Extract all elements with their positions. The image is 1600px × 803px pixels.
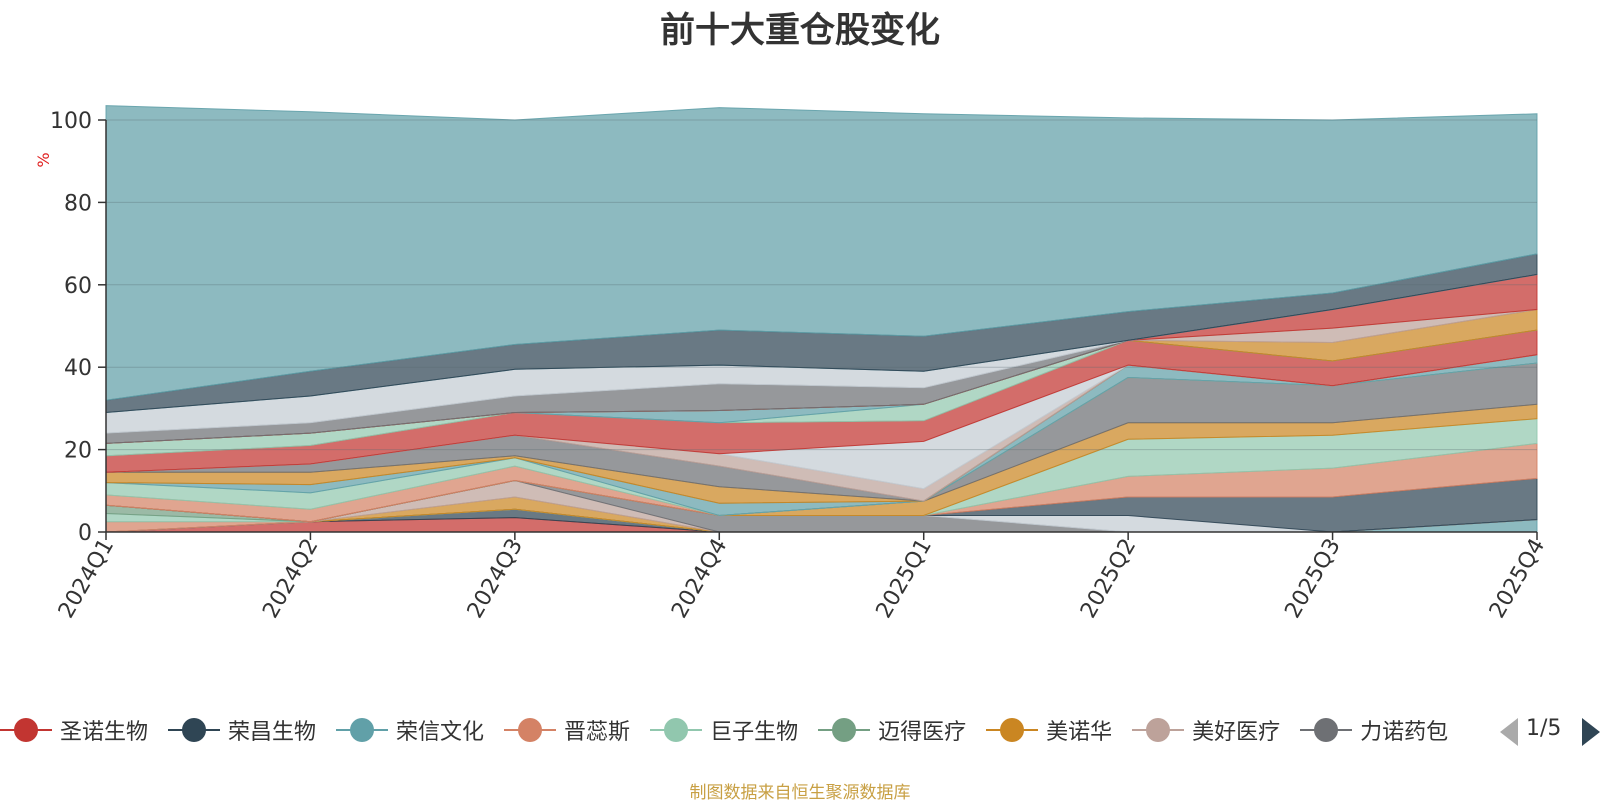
legend-marker-icon xyxy=(336,715,389,745)
grid-layer xyxy=(106,119,1537,451)
area-series-33 xyxy=(105,105,1538,401)
legend-marker-icon xyxy=(1300,715,1353,745)
legend-item[interactable]: 晋蕊斯 xyxy=(504,712,630,748)
x-tick-label: 2025Q1 xyxy=(872,535,937,623)
chart-title: 前十大重仓股变化 xyxy=(659,11,940,51)
legend-page-indicator: 1/5 xyxy=(1526,716,1562,741)
legend-marker-icon xyxy=(168,715,221,745)
legend-marker-icon xyxy=(1132,715,1185,745)
x-tick-label: 2025Q2 xyxy=(1076,535,1141,623)
legend-label: 美好医疗 xyxy=(1192,720,1281,745)
legend-marker-icon xyxy=(504,715,557,745)
source-note: 制图数据来自恒生聚源数据库 xyxy=(689,783,911,803)
legend-item[interactable]: 美诺华 xyxy=(986,712,1112,748)
x-tick-label: 2024Q4 xyxy=(667,535,732,623)
y-tick-label: 40 xyxy=(64,356,92,381)
legend-label: 晋蕊斯 xyxy=(564,720,631,745)
legend-pager: 1/5 xyxy=(1500,716,1600,746)
legend-label: 美诺华 xyxy=(1046,720,1113,745)
y-tick-label: 0 xyxy=(78,521,92,546)
legend-label: 荣信文化 xyxy=(396,720,485,745)
x-tick-label: 2025Q4 xyxy=(1485,535,1550,623)
legend-label: 迈得医疗 xyxy=(878,720,967,745)
legend-label: 圣诺生物 xyxy=(60,720,149,745)
areas-layer xyxy=(105,105,1538,533)
legend-item[interactable]: 迈得医疗 xyxy=(818,712,966,748)
legend-next-page-icon[interactable] xyxy=(1582,718,1600,746)
stacked-area-chart: 0 20 40 60 80 100 2024Q1 2024Q2 2024Q3 2024Q4 2025… xyxy=(34,105,1550,623)
legend-item[interactable]: 力诺药包 xyxy=(1300,712,1448,748)
y-tick-label: 20 xyxy=(64,439,92,464)
legend: 圣诺生物 荣昌生物 荣信文化 晋蕊斯 巨子生物 迈得医疗 美诺华 美好医疗 力诺药包 xyxy=(0,712,1490,748)
x-tick-label: 2024Q3 xyxy=(463,535,528,623)
legend-marker-icon xyxy=(818,715,871,745)
legend-marker-icon xyxy=(650,715,703,745)
legend-item[interactable]: 美好医疗 xyxy=(1132,712,1280,748)
legend-prev-page-icon[interactable] xyxy=(1500,718,1518,746)
x-tick-label: 2024Q1 xyxy=(54,535,119,623)
y-tick-label: 100 xyxy=(50,109,92,134)
legend-label: 荣昌生物 xyxy=(228,720,317,745)
x-tick-label: 2024Q2 xyxy=(258,535,323,623)
legend-label: 巨子生物 xyxy=(710,720,799,745)
y-axis-unit-label: % xyxy=(34,152,53,167)
legend-label: 力诺药包 xyxy=(1360,720,1449,745)
legend-item[interactable]: 荣信文化 xyxy=(336,712,484,748)
x-tick-label: 2025Q3 xyxy=(1280,535,1345,623)
legend-item[interactable]: 圣诺生物 xyxy=(0,712,148,748)
y-tick-label: 80 xyxy=(64,191,92,216)
y-tick-label: 60 xyxy=(64,274,92,299)
legend-marker-icon xyxy=(0,715,52,745)
legend-item[interactable]: 巨子生物 xyxy=(650,712,798,748)
legend-marker-icon xyxy=(986,715,1039,745)
legend-item[interactable]: 荣昌生物 xyxy=(168,712,316,748)
